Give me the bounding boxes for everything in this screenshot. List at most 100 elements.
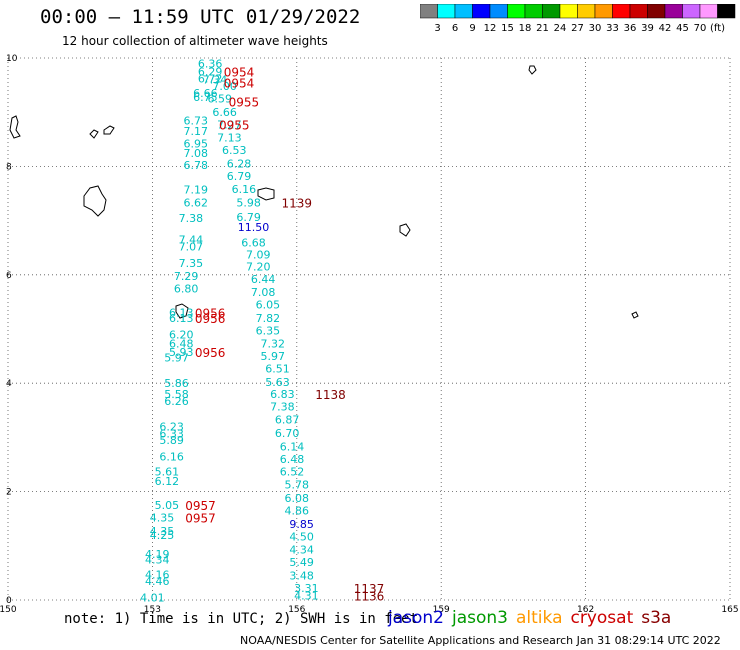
wave-height-chart: 6.366.296.727.006.666.756.666.737.176.95… bbox=[0, 54, 739, 615]
swh-data-label: 7.35 bbox=[179, 257, 204, 270]
swh-data-label: 7.17 bbox=[183, 125, 208, 138]
satellite-legend: jason2 jason3 altika cryosat s3a bbox=[388, 608, 679, 628]
swh-data-label: 4.31 bbox=[294, 590, 319, 603]
swh-data-label: 5.58 bbox=[164, 388, 189, 401]
x-tick-label: 165 bbox=[721, 605, 738, 615]
colorbar-tick-label: 70 bbox=[694, 23, 707, 34]
colorbar-tick-label: 21 bbox=[536, 23, 549, 34]
colorbar-swatch bbox=[717, 4, 736, 19]
swh-data-label: 5.78 bbox=[285, 479, 310, 492]
swh-data-label: 7.44 bbox=[179, 234, 204, 247]
colorbar-tick-label: 42 bbox=[659, 23, 672, 34]
swh-data-label: 6.35 bbox=[256, 325, 281, 338]
swh-data-label: 4.16 bbox=[145, 569, 170, 582]
swh-data-label: 6.12 bbox=[155, 475, 180, 488]
swh-data-label: 5.98 bbox=[236, 197, 261, 210]
swh-data-label: 9.85 bbox=[289, 518, 314, 531]
swh-data-label: 6.44 bbox=[251, 273, 276, 286]
swh-data-label: 6.79 bbox=[227, 170, 252, 183]
colorbar-tick-label: 9 bbox=[469, 23, 475, 34]
swh-data-label: 7.34 bbox=[203, 74, 228, 87]
swh-data-label: 5.86 bbox=[164, 377, 189, 390]
y-tick-label: 8 bbox=[6, 162, 12, 172]
legend-entry-cryosat: cryosat bbox=[570, 608, 634, 628]
swh-data-label: 7.20 bbox=[246, 261, 271, 274]
swh-data-label: 6.73 bbox=[183, 114, 208, 127]
swh-data-label: 3.48 bbox=[289, 570, 314, 583]
swh-data-label: 6.14 bbox=[280, 441, 305, 454]
swh-data-label: 6.29 bbox=[198, 66, 223, 79]
swh-data-label: 6.66 bbox=[193, 87, 218, 100]
swh-data-label: 5.97 bbox=[164, 352, 189, 365]
swh-data-label: 5.05 bbox=[155, 499, 180, 512]
swh-data-label: 4.34 bbox=[289, 544, 314, 557]
x-tick-label: 156 bbox=[288, 605, 305, 615]
swh-data-label: 7.82 bbox=[256, 312, 281, 325]
swh-data-label: 4.86 bbox=[285, 505, 310, 518]
swh-data-label: 6.78 bbox=[183, 159, 208, 172]
swh-data-label: 5.63 bbox=[265, 376, 290, 389]
swh-data-label: 4.46 bbox=[145, 575, 170, 588]
swh-data-label: 6.05 bbox=[256, 299, 281, 312]
y-tick-label: 4 bbox=[6, 379, 12, 389]
x-tick-label: 153 bbox=[144, 605, 161, 615]
swh-data-label: 5.61 bbox=[155, 466, 180, 479]
swh-data-label: 5.97 bbox=[260, 350, 285, 363]
swh-data-label: 6.48 bbox=[280, 453, 305, 466]
colorbar-tick-label: 39 bbox=[641, 23, 654, 34]
colorbar-tick-label: 15 bbox=[501, 23, 514, 34]
swh-data-label: 7.27 bbox=[217, 119, 242, 132]
swh-data-label: 6.16 bbox=[159, 450, 184, 463]
land-outlines bbox=[9, 65, 639, 319]
island-outline bbox=[89, 129, 99, 139]
swh-data-label: 7.09 bbox=[246, 249, 271, 262]
colorbar-tick-label: 33 bbox=[606, 23, 619, 34]
legend-entry-altika: altika bbox=[516, 608, 563, 628]
swh-data-label: 6.08 bbox=[285, 492, 310, 505]
time-label: 1137 bbox=[354, 582, 385, 596]
time-label: 0956 bbox=[195, 346, 226, 360]
swh-data-label: 6.59 bbox=[208, 93, 233, 106]
swh-data-label: 6.13 bbox=[169, 312, 194, 325]
swh-data-label: 6.87 bbox=[275, 414, 300, 427]
swh-data-label: 6.26 bbox=[164, 395, 189, 408]
colorbar-tick-label: 36 bbox=[624, 23, 637, 34]
island-outline bbox=[399, 223, 411, 237]
colorbar-tick-label: 30 bbox=[589, 23, 602, 34]
swh-data-label: 6.68 bbox=[241, 236, 266, 249]
swh-data-label: 7.00 bbox=[212, 80, 237, 93]
colorbar-tick-label: 18 bbox=[519, 23, 532, 34]
time-label: 0956 bbox=[195, 312, 226, 326]
swh-data-label: 6.48 bbox=[169, 338, 194, 351]
y-tick-label: 0 bbox=[6, 596, 12, 606]
color-scale-bar: 3 6 9 12 15 18 21 24 27 30 33 36 39 42 45 70 (ft) bbox=[420, 4, 736, 34]
swh-data-label: 7.32 bbox=[260, 338, 285, 351]
colorbar-tick-label: 12 bbox=[484, 23, 497, 34]
swh-data-label: 7.08 bbox=[183, 147, 208, 160]
time-label: 0954 bbox=[224, 76, 255, 90]
swh-data-label: 4.35 bbox=[150, 512, 175, 525]
swh-data-label: 3.31 bbox=[294, 582, 319, 595]
colorbar-tick-label: 3 bbox=[434, 23, 440, 34]
swh-data-label: 7.08 bbox=[251, 286, 276, 299]
y-tick-label: 2 bbox=[6, 488, 12, 498]
swh-data-label: 6.75 bbox=[193, 91, 218, 104]
swh-data-label: 6.33 bbox=[159, 428, 184, 441]
time-label: 0954 bbox=[224, 66, 255, 80]
swh-data-label: 6.72 bbox=[198, 73, 223, 86]
island-outline bbox=[528, 65, 537, 75]
island-outline bbox=[83, 185, 107, 217]
swh-data-label: 6.62 bbox=[183, 197, 208, 210]
swh-data-label: 7.07 bbox=[179, 241, 204, 254]
swh-data-label: 6.28 bbox=[227, 158, 252, 171]
swh-data-label: 6.16 bbox=[232, 183, 257, 196]
island-outline bbox=[257, 187, 275, 201]
island-outline bbox=[103, 125, 115, 135]
swh-data-label: 6.70 bbox=[275, 427, 300, 440]
y-tick-label: 10 bbox=[6, 54, 18, 64]
legend-entry-s3a: s3a bbox=[641, 608, 672, 628]
legend-entry-jason2: jason2 bbox=[388, 608, 444, 628]
swh-data-label: 5.93 bbox=[169, 346, 194, 359]
chart-grid bbox=[7, 57, 731, 601]
swh-data-label: 4.50 bbox=[289, 531, 314, 544]
